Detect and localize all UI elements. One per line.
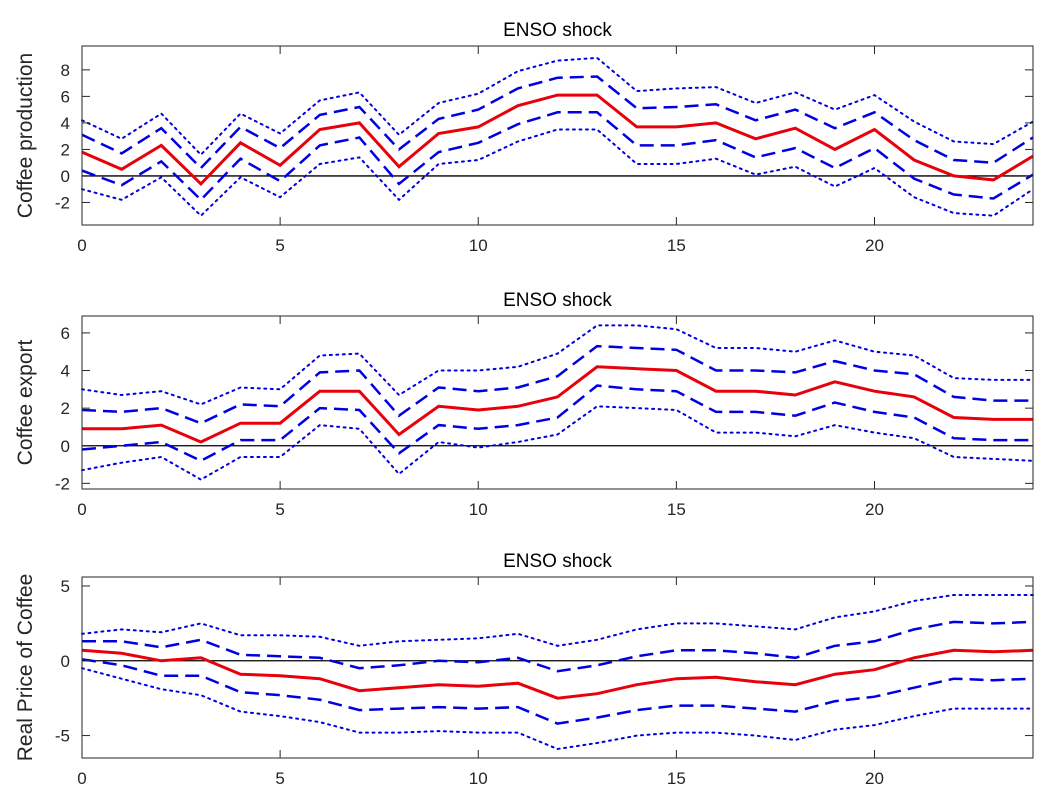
y-axis-label: Coffee export bbox=[14, 339, 37, 465]
panel-coffee-production: 0 5 10 15 20 -2 0 2 4 6 8 ENSO shock Coffee producti… bbox=[14, 20, 1034, 255]
y-axis-label: Coffee production bbox=[14, 53, 37, 218]
series-point-estimate bbox=[81, 648, 1034, 700]
series-lower-outer bbox=[81, 128, 1034, 218]
x-tick-label: 5 bbox=[275, 769, 284, 788]
series-upper-outer bbox=[81, 594, 1034, 647]
series-lower-outer bbox=[81, 667, 1034, 751]
y-tick-label: -2 bbox=[55, 474, 70, 493]
x-tick-label: 20 bbox=[865, 500, 884, 519]
panel-real-price-of-coffee: 0 5 10 15 20 -5 0 5 ENSO shock Real Price of Coff… bbox=[14, 551, 1034, 788]
axes-box bbox=[81, 315, 1034, 490]
y-tick-label: 4 bbox=[61, 362, 70, 381]
y-tick-label: 4 bbox=[61, 114, 70, 133]
series-lower-inner bbox=[81, 384, 1033, 463]
x-tick-label: 20 bbox=[865, 769, 884, 788]
x-tick-label: 15 bbox=[667, 236, 686, 255]
series-lower-outer bbox=[81, 405, 1034, 481]
x-tick-label: 0 bbox=[77, 500, 86, 519]
series-upper-inner bbox=[82, 620, 1034, 673]
panel-title: ENSO shock bbox=[503, 290, 612, 311]
series-upper-inner bbox=[81, 75, 1034, 170]
y-tick-label: 2 bbox=[61, 399, 70, 418]
axes-box bbox=[81, 576, 1034, 759]
x-tick-label: 0 bbox=[77, 236, 86, 255]
x-tick-label: 10 bbox=[469, 500, 488, 519]
x-tick-label: 5 bbox=[275, 236, 284, 255]
series-point-estimate bbox=[82, 365, 1033, 444]
x-tick-label: 15 bbox=[667, 769, 686, 788]
panel-coffee-export: 0 5 10 15 20 -2 0 2 4 6 ENSO shock Coffee export bbox=[14, 290, 1034, 519]
y-tick-label: 5 bbox=[61, 577, 70, 596]
series-upper-outer bbox=[81, 56, 1034, 157]
y-tick-label: 6 bbox=[61, 87, 70, 106]
panel-title: ENSO shock bbox=[503, 20, 612, 41]
y-tick-label: -5 bbox=[55, 727, 70, 746]
x-tick-label: 15 bbox=[667, 500, 686, 519]
x-tick-label: 20 bbox=[865, 236, 884, 255]
y-tick-label: 0 bbox=[61, 167, 70, 186]
series-lower-inner bbox=[81, 658, 1034, 725]
series-lower-inner bbox=[81, 111, 1034, 202]
x-tick-label: 0 bbox=[77, 769, 86, 788]
series-point-estimate bbox=[81, 93, 1034, 187]
y-tick-label: -2 bbox=[55, 193, 70, 212]
y-tick-label: 0 bbox=[61, 652, 70, 671]
x-tick-label: 10 bbox=[469, 236, 488, 255]
series-upper-inner bbox=[81, 344, 1033, 425]
axes-box bbox=[81, 45, 1034, 226]
y-tick-label: 0 bbox=[61, 437, 70, 456]
y-axis-label: Real Price of Coffee bbox=[14, 574, 37, 762]
y-tick-label: 2 bbox=[61, 140, 70, 159]
y-tick-label: 8 bbox=[61, 61, 70, 80]
panel-title: ENSO shock bbox=[503, 551, 612, 572]
y-tick-label: 6 bbox=[61, 324, 70, 343]
series-upper-outer bbox=[81, 324, 1034, 406]
x-tick-label: 5 bbox=[275, 500, 284, 519]
x-tick-label: 10 bbox=[469, 769, 488, 788]
